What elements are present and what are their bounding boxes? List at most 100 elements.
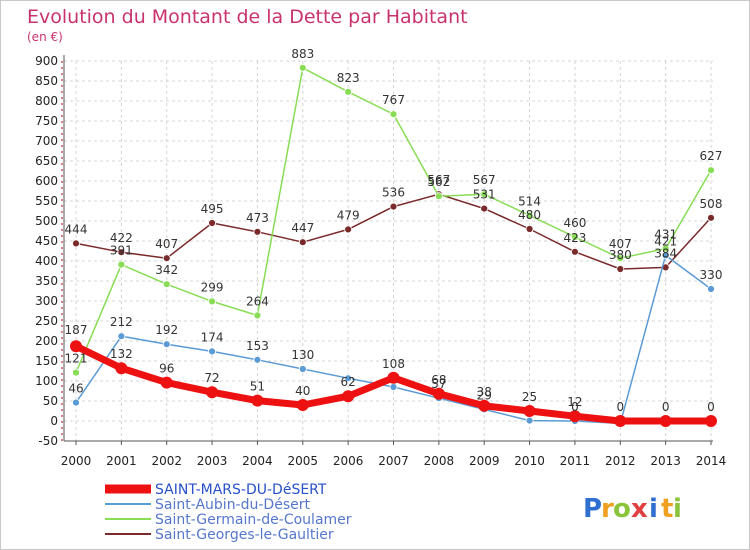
axis-dot <box>61 151 63 153</box>
data-point <box>387 371 400 384</box>
axis-dot <box>61 277 63 279</box>
data-label: 473 <box>246 211 269 225</box>
data-point <box>208 219 216 227</box>
chart-subtitle: (en €) <box>27 30 63 44</box>
y-tick-label: 800 <box>35 94 58 108</box>
legend-label-1: Saint-Aubin-du-Désert <box>155 497 310 513</box>
logo-letter: i <box>649 494 658 524</box>
data-point <box>208 297 216 306</box>
axis-dot <box>61 127 63 129</box>
y-tick-label: 700 <box>35 134 58 148</box>
axis-dot <box>61 199 63 201</box>
data-label: 57 <box>431 377 446 391</box>
data-point <box>298 63 307 72</box>
data-label: 479 <box>337 208 360 222</box>
data-point <box>705 415 717 427</box>
data-label: 68 <box>431 373 446 387</box>
axis-dot <box>61 91 63 93</box>
data-label: 153 <box>246 339 269 353</box>
data-point <box>72 239 80 248</box>
data-label: 531 <box>473 188 496 202</box>
data-point <box>344 225 353 234</box>
axis-dot <box>61 385 63 387</box>
data-label: 562 <box>427 175 450 189</box>
y-tick-label: 850 <box>35 74 58 88</box>
axis-dot <box>61 343 63 345</box>
data-label: 0 <box>707 400 715 414</box>
axis-dot <box>61 181 63 183</box>
data-point <box>389 202 398 211</box>
x-tick-label: 2014 <box>696 454 727 468</box>
data-point <box>523 405 536 417</box>
data-label: 46 <box>68 382 83 396</box>
y-tick-label: 550 <box>35 194 58 208</box>
axis-dot <box>61 97 63 99</box>
data-point <box>298 365 307 373</box>
data-label: 380 <box>609 248 632 262</box>
x-tick-label: 2012 <box>605 454 636 468</box>
data-label: 567 <box>427 173 450 187</box>
data-point <box>298 238 307 247</box>
y-tick-label: 250 <box>35 314 58 328</box>
axis-dot <box>61 229 63 231</box>
data-label: 72 <box>204 371 219 385</box>
data-label: 299 <box>201 280 224 294</box>
axis-dot <box>61 367 63 369</box>
data-label: 514 <box>518 194 541 208</box>
data-label: 0 <box>616 400 624 414</box>
axis-dot <box>61 421 63 423</box>
data-label: 495 <box>201 202 224 216</box>
x-tick-label: 2003 <box>197 454 228 468</box>
axis-dot <box>61 283 63 285</box>
logo-letter: r <box>601 494 614 524</box>
logo-letter: i <box>673 494 682 524</box>
data-label: 407 <box>609 237 632 251</box>
axes: -500501001502002503003504004505005506006… <box>35 54 726 468</box>
data-point <box>389 110 398 119</box>
axis-dot <box>61 85 63 87</box>
axis-dot <box>61 355 63 357</box>
data-label: 447 <box>291 221 314 235</box>
data-label: 29 <box>477 388 492 402</box>
data-point <box>115 362 128 375</box>
x-tick-label: 2007 <box>378 454 409 468</box>
axis-dot <box>61 235 63 237</box>
x-tick-label: 2002 <box>151 454 182 468</box>
axis-dot <box>61 331 63 333</box>
axis-dot <box>61 217 63 219</box>
axis-dot <box>61 211 63 213</box>
legend-label-2: Saint-Germain-de-Coulamer <box>155 512 352 528</box>
x-tick-label: 2013 <box>650 454 681 468</box>
logo-letter: P <box>583 494 602 524</box>
data-point <box>72 368 80 377</box>
data-point <box>296 399 309 411</box>
data-label: 342 <box>155 263 178 277</box>
data-label: 96 <box>159 362 174 376</box>
x-tick-label: 2000 <box>61 454 92 468</box>
data-label: 51 <box>250 380 265 394</box>
axis-dot <box>61 193 63 195</box>
axis-dot <box>61 253 63 255</box>
axis-dot <box>61 289 63 291</box>
data-point <box>478 399 491 412</box>
axis-dot <box>61 439 63 441</box>
data-label: 40 <box>295 384 310 398</box>
data-point <box>434 192 443 201</box>
data-point <box>480 204 489 213</box>
data-label: 407 <box>155 237 178 251</box>
legend: SAINT-MARS-DU-DéSERTSaint-Aubin-du-Déser… <box>105 482 352 543</box>
data-label: 62 <box>341 375 356 389</box>
data-point <box>707 166 715 175</box>
axis-dot <box>61 109 63 111</box>
data-point <box>614 415 627 427</box>
axis-dot <box>61 133 63 135</box>
data-point <box>253 355 262 364</box>
data-point <box>707 285 715 293</box>
data-point <box>160 376 173 389</box>
y-tick-label: 50 <box>43 394 58 408</box>
data-point <box>162 254 171 263</box>
data-label: 391 <box>110 244 133 258</box>
data-point <box>571 247 579 256</box>
data-point <box>707 213 715 222</box>
